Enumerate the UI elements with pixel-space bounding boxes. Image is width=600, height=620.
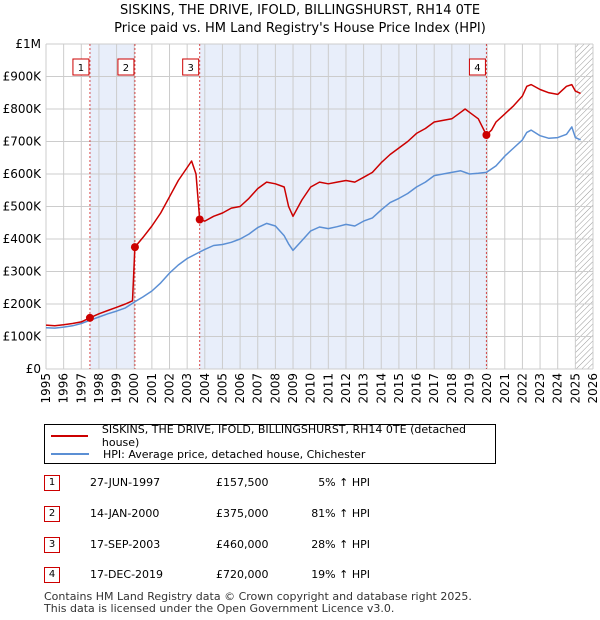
sale-row: 4 17-DEC-2019 £720,000 19% ↑ HPI — [44, 567, 444, 585]
sale-point — [130, 243, 139, 252]
sale-badge: 1 — [44, 475, 60, 491]
x-tick-label: 1997 — [74, 373, 88, 404]
x-tick-label: 2004 — [198, 373, 212, 404]
x-tick-label: 2010 — [304, 373, 318, 404]
x-tick-label: 2003 — [180, 373, 194, 404]
x-tick-label: 1999 — [110, 373, 124, 404]
sale-hpi-change: 81% ↑ HPI — [311, 507, 370, 520]
x-tick-label: 2022 — [515, 373, 529, 404]
x-tick-label: 2006 — [233, 373, 247, 404]
sale-badge: 4 — [44, 567, 60, 583]
x-tick-label: 2019 — [462, 373, 476, 404]
y-tick-label: £700K — [3, 135, 43, 149]
sale-hpi-change: 19% ↑ HPI — [311, 568, 370, 581]
x-tick-label: 2018 — [445, 373, 459, 404]
x-tick-label: 2025 — [568, 373, 582, 404]
x-tick-label: 2017 — [427, 373, 441, 404]
price-chart: 1 2 3 4 £0 £100K £200K £300K £400K £500K £600K £700… — [3, 37, 600, 404]
sale-hpi-change: 5% ↑ HPI — [318, 476, 370, 489]
sale-label-text: 3 — [188, 63, 194, 74]
property-price-line — [45, 83, 581, 327]
x-tick-label: 2005 — [215, 373, 229, 404]
y-tick-label: £100K — [3, 330, 43, 344]
legend-swatch-property — [51, 435, 88, 437]
sale-label-text: 2 — [123, 63, 129, 74]
x-tick-label: 2011 — [321, 373, 335, 404]
x-tick-label: 2007 — [251, 373, 265, 404]
sale-label-box — [72, 58, 90, 76]
legend-swatch-hpi — [51, 453, 89, 455]
sale-label-text: 1 — [78, 63, 84, 74]
hpi-line — [45, 126, 581, 329]
legend-item-hpi: HPI: Average price, detached house, Chic… — [51, 446, 365, 462]
x-tick-label: 2024 — [551, 373, 565, 404]
sale-row: 1 27-JUN-1997 £157,500 5% ↑ HPI — [44, 475, 444, 493]
y-tick-label: £1M — [15, 37, 41, 51]
legend-item-property: SISKINS, THE DRIVE, IFOLD, BILLINGSHURST… — [51, 423, 495, 449]
y-tick-label: £900K — [3, 70, 43, 84]
sale-price: £157,500 — [216, 476, 269, 489]
legend-label-property: SISKINS, THE DRIVE, IFOLD, BILLINGSHURST… — [101, 423, 466, 449]
sale-date: 17-DEC-2019 — [90, 568, 164, 581]
y-tick-label: £400K — [3, 232, 43, 246]
x-tick-label: 2015 — [392, 373, 406, 404]
y-tick-label: £800K — [3, 102, 43, 116]
x-tick-label: 1998 — [92, 373, 106, 404]
x-tick-label: 2014 — [374, 373, 388, 404]
x-tick-label: 1996 — [57, 373, 71, 404]
x-tick-label: 2002 — [163, 373, 177, 404]
sale-date: 14-JAN-2000 — [90, 507, 160, 520]
legend-label-hpi: HPI: Average price, detached house, Chic… — [103, 447, 366, 461]
sale-point — [482, 131, 491, 139]
x-tick-label: 2021 — [498, 373, 512, 404]
sale-row: 3 17-SEP-2003 £460,000 28% ↑ HPI — [44, 537, 444, 555]
sale-label-box — [117, 58, 135, 76]
x-tick-label: 2009 — [286, 373, 300, 404]
y-tick-label: £500K — [3, 200, 43, 214]
x-tick-label: 2013 — [357, 373, 371, 404]
sale-price: £460,000 — [216, 538, 269, 551]
x-tick-label: 2026 — [586, 373, 600, 404]
sale-label-box — [468, 58, 486, 76]
sale-label-box — [182, 58, 200, 76]
x-tick-label: 2023 — [533, 373, 547, 404]
y-tick-label: £200K — [3, 297, 43, 311]
x-tick-label: 2000 — [127, 373, 141, 404]
sale-badge: 2 — [44, 506, 60, 522]
y-tick-label: £300K — [3, 265, 43, 279]
x-tick-label: 2012 — [339, 373, 353, 404]
y-tick-label: £0 — [26, 362, 41, 376]
sale-price: £375,000 — [216, 507, 269, 520]
chart-title-line1: SISKINS, THE DRIVE, IFOLD, BILLINGSHURST… — [119, 3, 481, 18]
x-tick-label: 2008 — [268, 373, 282, 404]
x-tick-label: 2001 — [145, 373, 159, 404]
sale-label-text: 4 — [474, 63, 480, 74]
x-tick-label: 2016 — [410, 373, 424, 404]
sale-point — [195, 215, 204, 224]
footer-copyright: Contains HM Land Registry data © Crown c… — [44, 590, 472, 603]
chart-title-line2: Price paid vs. HM Land Registry's House … — [114, 21, 486, 36]
legend: SISKINS, THE DRIVE, IFOLD, BILLINGSHURST… — [44, 423, 496, 464]
footer-licence: This data is licensed under the Open Gov… — [44, 602, 395, 615]
sale-row: 2 14-JAN-2000 £375,000 81% ↑ HPI — [44, 506, 444, 524]
sale-price: £720,000 — [216, 568, 269, 581]
sale-date: 27-JUN-1997 — [90, 476, 161, 489]
sale-badge: 3 — [44, 537, 60, 553]
x-tick-label: 1995 — [39, 373, 53, 404]
x-tick-label: 2020 — [480, 373, 494, 404]
y-tick-label: £600K — [3, 167, 43, 181]
sale-point — [85, 313, 94, 322]
sale-date: 17-SEP-2003 — [90, 538, 161, 551]
sale-hpi-change: 28% ↑ HPI — [311, 538, 370, 551]
